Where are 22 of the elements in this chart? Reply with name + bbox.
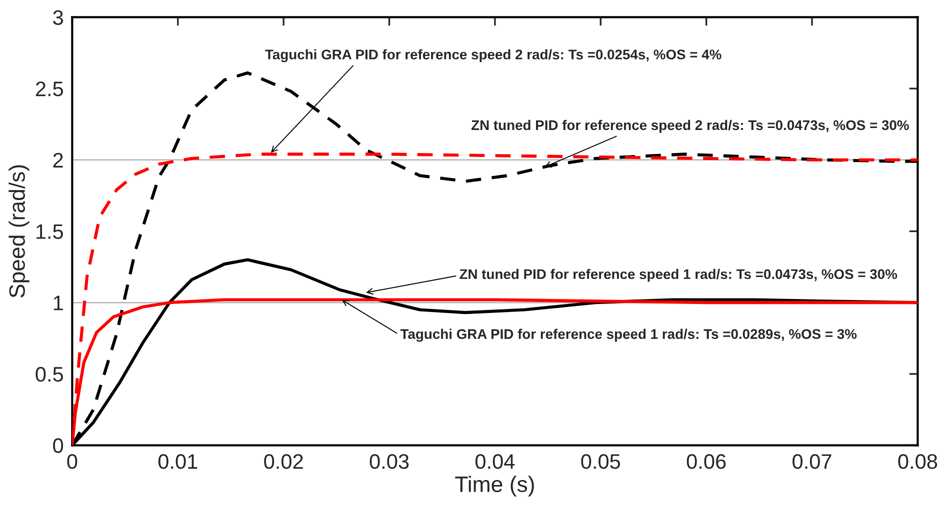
x-tick-label: 0.02 [264, 454, 303, 469]
y-tick-label: 0 [53, 438, 64, 454]
y-tick-label: 0.5 [36, 366, 63, 382]
annotation: Taguchi GRA PID for reference speed 2 rad/s: Ts =0.0254s, %OS = 4% [265, 49, 722, 62]
x-tick-label: 0.03 [370, 454, 409, 469]
y-tick-label: 2.5 [36, 82, 63, 96]
y-tick-label: 1 [54, 296, 63, 310]
y-tick-label: 2 [53, 152, 63, 168]
y-axis-title: Speed (rad/s) [8, 165, 30, 298]
x-tick-label: 0.06 [686, 454, 726, 469]
x-tick-label: 0.08 [898, 454, 938, 469]
x-tick-label: 0.05 [581, 454, 620, 469]
x-tick-label: 0 [67, 454, 78, 469]
annotation: ZN tuned PID for reference speed 1 rad/s: Ts =0.0473s, %OS = 30% [460, 268, 898, 282]
y-tick-label: 1.5 [36, 224, 63, 239]
y-tick-label: 3 [53, 10, 63, 25]
x-axis-title: Time (s) [455, 476, 534, 497]
x-tick-label: 0.01 [158, 454, 198, 469]
x-tick-label: 0.07 [792, 454, 832, 469]
annotation: Taguchi GRA PID for reference speed 1 rad/s: Ts =0.0289s, %OS = 3% [400, 328, 857, 342]
annotation: ZN tuned PID for reference speed 2 rad/s: Ts =0.0473s, %OS = 30% [471, 120, 909, 133]
x-tick-label: 0.04 [475, 454, 515, 469]
